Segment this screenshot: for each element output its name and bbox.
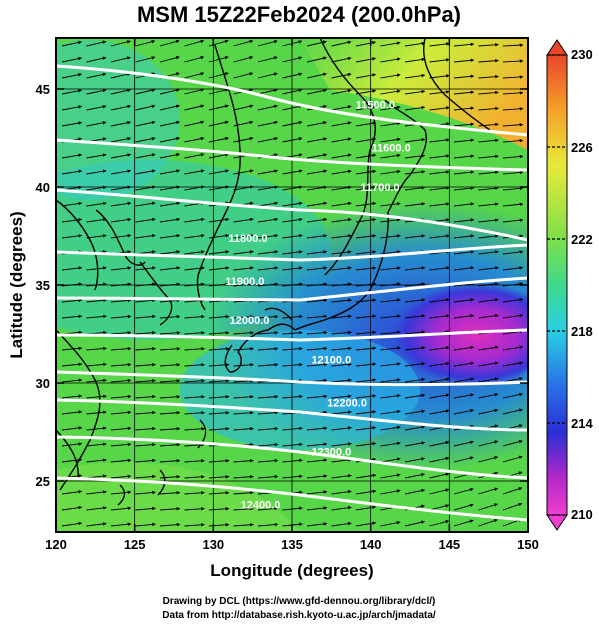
- colorbar-ticks: 230 226 222 218 214 210: [547, 47, 593, 522]
- contour-label: 11600.0: [372, 143, 411, 155]
- y-tick-label: 25: [36, 474, 50, 489]
- y-tick-label: 30: [36, 376, 50, 391]
- wind-vectors: [61, 39, 528, 527]
- colorbar: 230 226 222 218 214 210: [546, 39, 593, 531]
- x-axis-label: Longitude (degrees): [210, 561, 373, 580]
- x-tick-label: 150: [517, 537, 539, 552]
- colorbar-tick-label: 214: [571, 416, 593, 431]
- x-tick-label: 130: [202, 537, 224, 552]
- map-panel: 11500.0 11600.0 11700.0 11800.0 11900.0 12000…: [56, 38, 528, 532]
- x-tick-label: 140: [360, 537, 382, 552]
- colorbar-bottom-arrow: [546, 514, 568, 531]
- contour-label: 12000.0: [230, 315, 270, 327]
- y-tick-label: 35: [36, 278, 50, 293]
- contour-label: 12100.0: [311, 354, 351, 366]
- colorbar-tick-label: 222: [571, 232, 593, 247]
- y-tick-label: 40: [36, 180, 50, 195]
- x-tick-label: 125: [124, 537, 146, 552]
- colorbar-scale: [546, 54, 568, 516]
- contour-label: 11500.0: [356, 100, 395, 112]
- contour-label: 12300.0: [311, 447, 351, 459]
- colorbar-tick-label: 230: [571, 47, 593, 62]
- x-tick-label: 135: [281, 537, 303, 552]
- y-tick-label: 45: [36, 82, 50, 97]
- x-tick-label: 145: [438, 537, 460, 552]
- colorbar-tick-label: 218: [571, 324, 593, 339]
- colorbar-tick-label: 210: [571, 507, 593, 522]
- y-axis-ticks: 25 30 35 40 45: [36, 82, 528, 489]
- contour-label: 12400.0: [241, 499, 281, 511]
- contour-labels: 11500.0 11600.0 11700.0 11800.0 11900.0 12000…: [225, 100, 410, 512]
- colorbar-top-arrow: [546, 39, 568, 56]
- contour-label: 11800.0: [228, 233, 267, 245]
- geopotential-contours: [56, 64, 528, 522]
- contour-label: 11700.0: [361, 182, 400, 194]
- x-axis-ticks: 120 125 130 135 140 145 150: [45, 38, 539, 552]
- contour-label: 11900.0: [225, 276, 264, 288]
- y-axis-label: Latitude (degrees): [7, 211, 26, 358]
- figure-title: MSM 15Z22Feb2024 (200.0hPa): [137, 2, 461, 27]
- credit-data: Data from http://database.rish.kyoto-u.a…: [162, 610, 436, 621]
- colorbar-tick-label: 226: [571, 140, 593, 155]
- x-tick-label: 120: [45, 537, 67, 552]
- contour-label: 12200.0: [327, 398, 367, 410]
- credit-drawing: Drawing by DCL (https://www.gfd-dennou.o…: [163, 596, 436, 607]
